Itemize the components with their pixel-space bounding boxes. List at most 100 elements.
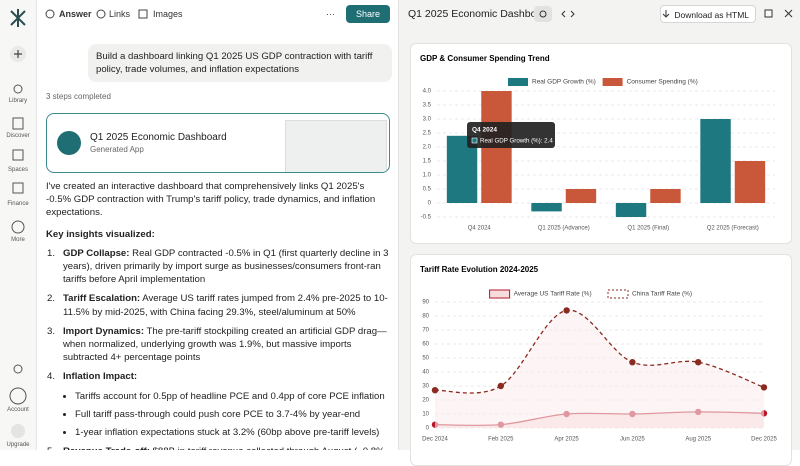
preview-toggle[interactable] — [534, 6, 552, 22]
x-tick-label: Apr 2025 — [554, 437, 579, 443]
point — [695, 359, 702, 366]
app-card[interactable]: Q1 2025 Economic Dashboard Generated App — [46, 113, 390, 173]
area — [435, 310, 764, 428]
intro: I've created an interactive dashboard th… — [46, 181, 376, 219]
insight: 2. Tariff Escalation: Average US tariff r… — [46, 292, 391, 318]
y-tick-label: 2.5 — [423, 131, 432, 137]
x-tick-label: Aug 2025 — [685, 437, 711, 443]
user-query: Build a dashboard linking Q1 2025 US GDP… — [88, 44, 392, 83]
y-tick-label: 1.5 — [423, 159, 432, 165]
x-tick-label: Dec 2024 — [422, 437, 448, 443]
y-tick-label: 2.0 — [423, 145, 432, 151]
panel-title: Q1 2025 Economic Dashboard — [408, 8, 552, 20]
marker: 2. — [47, 293, 56, 305]
answer-panel: Answer Links Images ··· Share Build a da… — [37, 0, 397, 450]
bar — [650, 189, 681, 203]
chart-title: Tariff Rate Evolution 2024-2025 — [420, 265, 539, 274]
tooltip-text: Real GDP Growth (%): 2.4 — [480, 138, 553, 145]
point — [629, 359, 636, 366]
y-tick-label: 10 — [422, 412, 429, 418]
bar — [531, 203, 562, 212]
app-title: Q1 2025 Economic Dashboard — [90, 132, 227, 143]
header-icons — [539, 9, 793, 18]
legend-label: China Tariff Rate (%) — [632, 291, 692, 298]
x-tick-label: Jun 2025 — [620, 437, 645, 443]
insight-title: Import Dynamics: — [63, 325, 145, 337]
chart-title: GDP & Consumer Spending Trend — [420, 54, 550, 63]
tooltip — [467, 122, 555, 148]
tab[interactable]: Answer — [59, 9, 92, 19]
insight-title: Revenue Trade-off: — [63, 446, 150, 450]
app-subtitle: Generated App — [90, 145, 144, 154]
sub-item: Full tariff pass-through could push core… — [75, 408, 391, 421]
marker: 1. — [47, 247, 56, 259]
legend-swatch — [607, 289, 629, 299]
bar — [734, 161, 766, 203]
y-tick-label: 0 — [426, 426, 430, 432]
insight-text: Real GDP contracted -0.5% in Q1 (first q… — [63, 247, 389, 286]
y-tick-label: 50 — [422, 356, 429, 362]
x-tick-label: Q1 2025 (Final) — [627, 226, 669, 232]
tooltip-swatch — [471, 137, 478, 144]
y-tick-label: 80 — [422, 314, 429, 320]
sub-item: Tariffs account for 0.5pp of headline PC… — [75, 390, 391, 403]
x-tick-label: Q4 2024 — [468, 226, 492, 232]
share-button[interactable]: Share — [346, 5, 390, 23]
legend-label: Real GDP Growth (%) — [532, 79, 596, 86]
more-button[interactable]: ··· — [326, 9, 335, 19]
insight-text: $88B in tariff revenue collected through… — [63, 446, 385, 450]
tab[interactable]: Images — [153, 9, 183, 19]
y-tick-label: 1.0 — [423, 173, 432, 179]
y-tick-label: 20 — [422, 398, 429, 404]
insight-title: Tariff Escalation: — [63, 293, 141, 305]
y-tick-label: 40 — [422, 370, 429, 376]
y-tick-label: 3.0 — [423, 117, 432, 123]
nav-label[interactable]: Library — [8, 98, 28, 104]
insight-title: Inflation Impact: — [63, 371, 138, 383]
x-tick-label: Q2 2025 (Forecast) — [707, 226, 759, 232]
y-tick-label: -0.5 — [421, 215, 432, 221]
tab-icons — [45, 9, 148, 19]
insight-title: GDP Collapse: — [63, 247, 130, 259]
point — [431, 387, 439, 394]
steps[interactable]: 3 steps completed — [46, 92, 111, 101]
legend-swatch — [508, 78, 528, 86]
nav-label[interactable]: Account — [7, 407, 29, 413]
insight-text: The pre-tariff stockpiling created an ar… — [63, 325, 387, 364]
charts: GDP & Consumer Spending Trend -0.5 0 0.5 1.0… — [420, 54, 778, 443]
insight: 1. GDP Collapse: Real GDP contracted -0.5… — [46, 247, 391, 287]
legend-swatch — [489, 289, 511, 299]
y-tick-label: 4.0 — [423, 89, 432, 95]
y-tick-label: 90 — [422, 300, 429, 306]
point — [497, 382, 504, 390]
y-tick-label: 0 — [428, 201, 432, 207]
x-tick-label: Q1 2025 (Advance) — [538, 226, 590, 232]
sub-list: Tariffs account for 0.5pp of headline PC… — [63, 390, 391, 440]
x-tick-label: Dec 2025 — [751, 437, 777, 443]
y-tick-label: 60 — [422, 342, 429, 348]
insight: 3. Import Dynamics: The pre-tariff stockp… — [46, 325, 391, 365]
insight-list: 1. GDP Collapse: Real GDP contracted -0.5… — [46, 247, 391, 450]
y-tick-label: 0.5 — [423, 187, 432, 193]
nav-label[interactable]: More — [11, 237, 25, 243]
nav-label[interactable]: Upgrade — [6, 442, 30, 448]
marker: 4. — [47, 371, 56, 383]
bar — [700, 119, 731, 203]
bar — [615, 203, 647, 217]
legend-label: Average US Tariff Rate (%) — [514, 291, 592, 298]
insight: 4. Inflation Impact: Tariffs account for 0… — [46, 370, 391, 439]
sidebar: Library Discover Spaces Finance More Acc… — [0, 0, 37, 450]
download-button[interactable]: Download as HTML — [660, 5, 756, 23]
y-tick-label: 3.5 — [423, 103, 432, 109]
insight-text: Average US tariff rates jumped from 2.4%… — [63, 293, 388, 318]
point — [563, 307, 570, 314]
nav-label[interactable]: Discover — [6, 133, 30, 139]
sub-item: 1-year inflation expectations stuck at 3… — [75, 426, 391, 439]
nav-label[interactable]: Finance — [7, 201, 29, 207]
insight: 5. Revenue Trade-off: $88B in tariff reve… — [46, 445, 391, 450]
app-thumbnail — [285, 120, 387, 172]
y-tick-label: 70 — [422, 328, 429, 334]
nav-label[interactable]: Spaces — [7, 167, 28, 173]
heading: Key insights visualized: — [46, 228, 155, 240]
tab[interactable]: Links — [109, 9, 131, 19]
